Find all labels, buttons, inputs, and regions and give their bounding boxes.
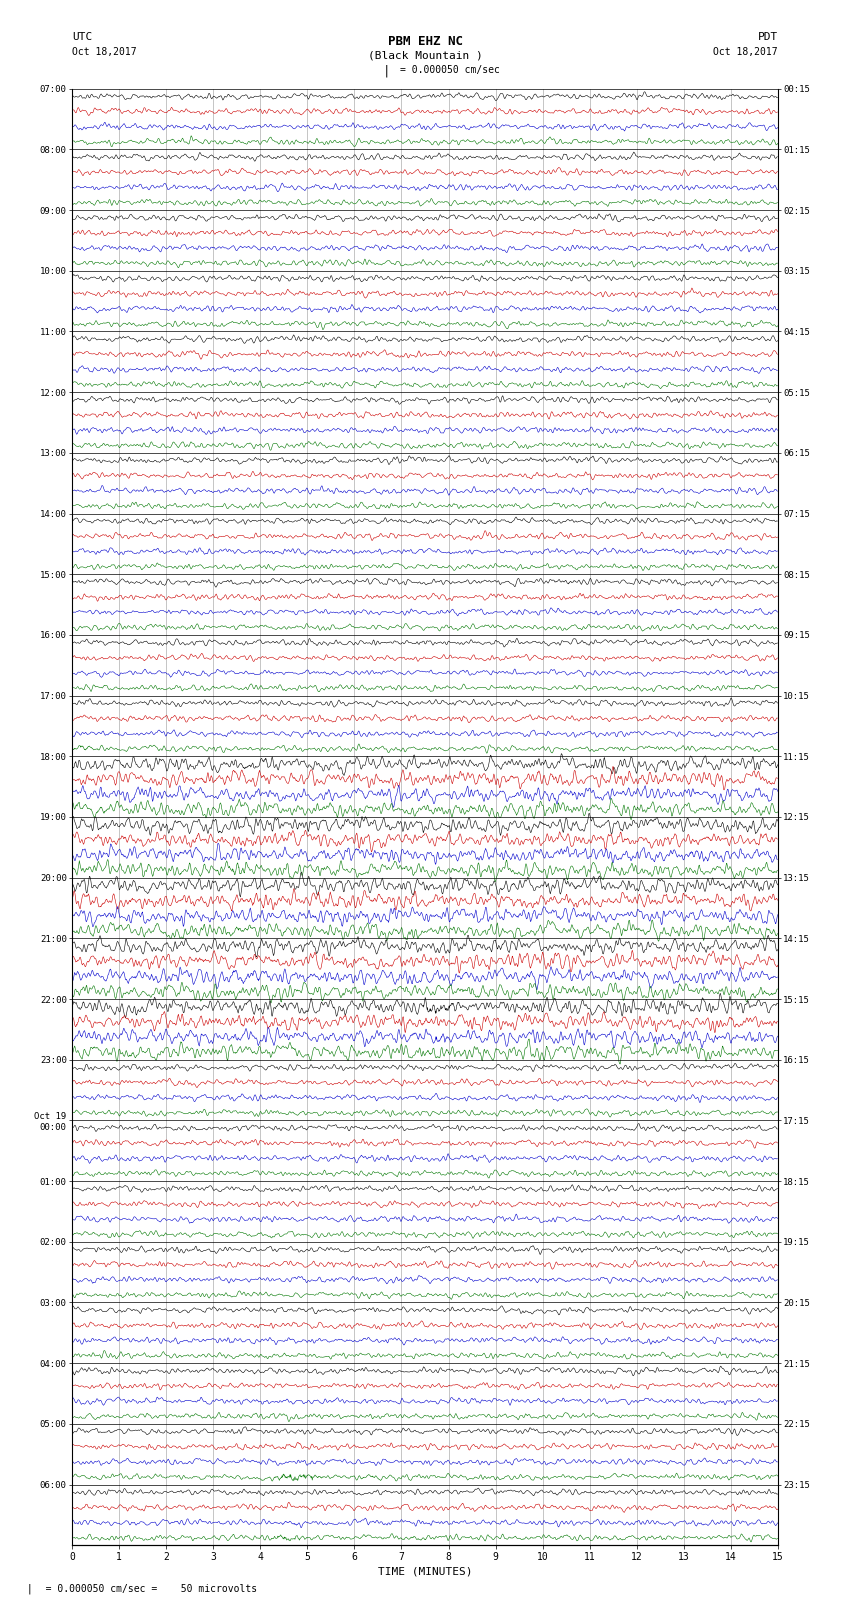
Text: = 0.000050 cm/sec: = 0.000050 cm/sec	[400, 65, 499, 74]
Text: UTC: UTC	[72, 32, 93, 42]
Text: |: |	[383, 65, 390, 77]
X-axis label: TIME (MINUTES): TIME (MINUTES)	[377, 1566, 473, 1576]
Text: PBM EHZ NC: PBM EHZ NC	[388, 35, 462, 48]
Text: Oct 18,2017: Oct 18,2017	[713, 47, 778, 56]
Text: Oct 18,2017: Oct 18,2017	[72, 47, 137, 56]
Text: = 0.000050 cm/sec =    50 microvolts: = 0.000050 cm/sec = 50 microvolts	[28, 1584, 258, 1594]
Text: (Black Mountain ): (Black Mountain )	[367, 50, 483, 60]
Text: |: |	[13, 1582, 33, 1594]
Text: PDT: PDT	[757, 32, 778, 42]
